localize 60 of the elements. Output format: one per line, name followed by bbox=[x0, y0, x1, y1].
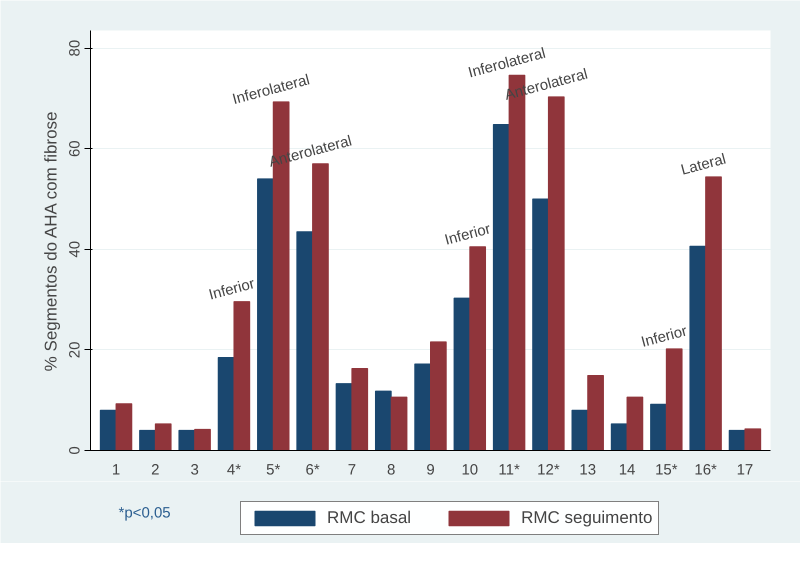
bar bbox=[666, 348, 683, 450]
x-tick-label: 5* bbox=[266, 462, 281, 478]
y-tick-label: 80 bbox=[66, 40, 84, 56]
bar bbox=[257, 178, 274, 450]
bar bbox=[650, 404, 667, 450]
bar bbox=[610, 423, 628, 450]
y-tick-label: 60 bbox=[66, 140, 84, 158]
bar bbox=[454, 298, 470, 450]
bar bbox=[587, 375, 604, 450]
x-tick-label: 3 bbox=[190, 462, 199, 478]
bar bbox=[296, 231, 314, 450]
bar bbox=[744, 428, 762, 450]
legend-label: RMC basal bbox=[327, 508, 412, 528]
x-tick-label: 1 bbox=[112, 462, 120, 478]
bar bbox=[178, 430, 196, 450]
bar bbox=[139, 430, 156, 450]
bar bbox=[154, 423, 172, 450]
bar bbox=[469, 246, 486, 450]
bar bbox=[233, 301, 250, 450]
annotation: Inferior bbox=[639, 322, 689, 351]
y-tick-label: 0 bbox=[66, 446, 84, 455]
x-tick-label: 4* bbox=[226, 462, 242, 478]
bar bbox=[116, 403, 132, 450]
x-tick-label: 10 bbox=[461, 462, 478, 478]
y-tick-label: 20 bbox=[66, 342, 84, 358]
x-tick-label: 15* bbox=[655, 462, 678, 478]
bar bbox=[218, 356, 234, 450]
x-tick-label: 6* bbox=[305, 462, 320, 478]
x-tick-label: 16* bbox=[694, 462, 718, 478]
bar bbox=[532, 198, 549, 450]
annotation: Inferior bbox=[442, 220, 492, 249]
annotation: Lateral bbox=[679, 150, 728, 179]
x-tick-label: 8 bbox=[387, 462, 396, 478]
y-axis-title: % Segmentos do AHA com fibrose bbox=[42, 112, 60, 372]
bar bbox=[705, 176, 722, 450]
bar bbox=[194, 428, 211, 450]
bar bbox=[390, 396, 408, 450]
bar bbox=[572, 410, 588, 450]
annotation: Inferior bbox=[207, 275, 257, 304]
bar bbox=[414, 363, 431, 450]
bar bbox=[336, 383, 352, 450]
x-tick-label: 14 bbox=[618, 462, 636, 478]
x-tick-label: 11* bbox=[498, 462, 520, 478]
x-tick-label: 7 bbox=[348, 462, 356, 478]
bar bbox=[492, 124, 510, 450]
x-tick-label: 17 bbox=[736, 462, 754, 478]
bar bbox=[728, 430, 746, 450]
bar bbox=[626, 396, 644, 450]
bar bbox=[100, 410, 117, 450]
x-tick-label: 2 bbox=[151, 462, 160, 478]
x-tick-label: 12* bbox=[537, 462, 560, 478]
bar bbox=[374, 390, 392, 450]
x-tick-label: 9 bbox=[426, 462, 435, 478]
bar bbox=[430, 341, 447, 450]
legend-label: RMC seguimento bbox=[521, 508, 652, 528]
bar bbox=[689, 246, 706, 450]
x-tick-label: 13 bbox=[579, 462, 596, 478]
bar bbox=[351, 368, 368, 450]
y-tick-label: 40 bbox=[66, 240, 84, 258]
text: *p<0,05 bbox=[118, 504, 171, 522]
